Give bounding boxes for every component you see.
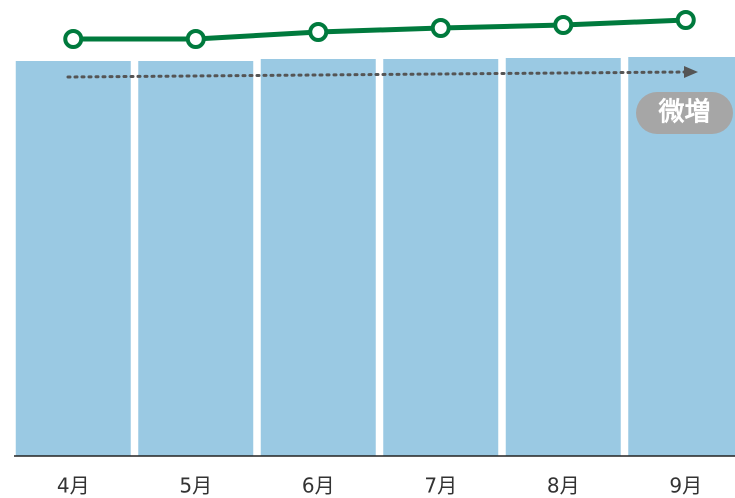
bar (138, 61, 254, 456)
line-marker (553, 15, 574, 35)
line-marker (675, 10, 696, 30)
x-tick-label: 7月 (424, 474, 457, 498)
bar (383, 59, 499, 456)
trend-arrow-line (66, 70, 688, 79)
line-marker (430, 18, 451, 38)
trend-arrow-head (684, 66, 698, 78)
x-tick-label: 6月 (302, 474, 335, 498)
annotation-pill (636, 92, 733, 134)
line (73, 17, 686, 42)
line-marker (308, 22, 329, 42)
annotation: 微増 (657, 97, 710, 128)
bar (505, 58, 621, 456)
x-tick-label: 4月 (57, 474, 90, 498)
bar (15, 61, 131, 456)
line-marker (63, 29, 84, 49)
bar (260, 59, 376, 456)
x-tick-label: 5月 (179, 474, 212, 498)
line-marker (185, 29, 206, 49)
x-tick-label: 9月 (669, 474, 702, 498)
x-tick-label: 8月 (547, 474, 580, 498)
